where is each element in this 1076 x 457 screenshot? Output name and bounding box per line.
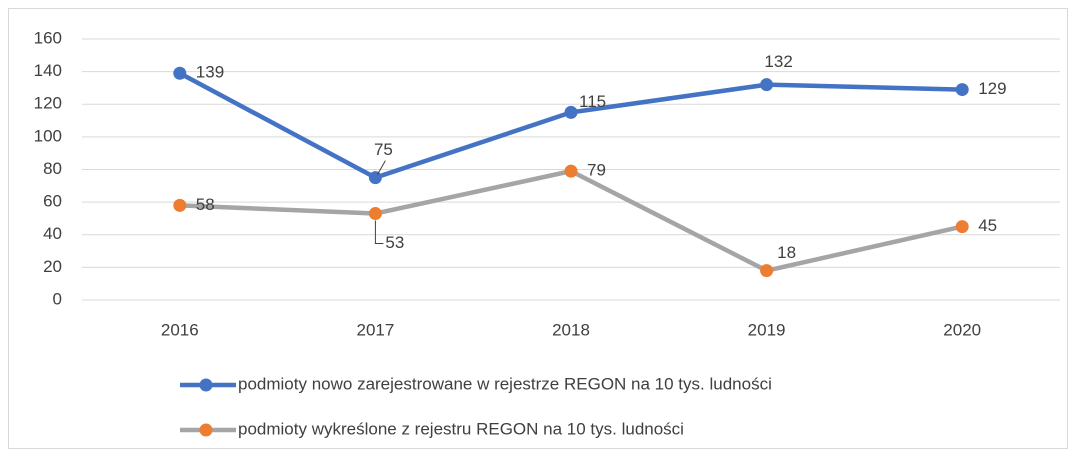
data-point [760, 264, 774, 278]
data-point [760, 78, 774, 92]
x-tick-label: 2017 [356, 320, 394, 339]
data-point [368, 171, 382, 185]
y-tick-label: 100 [34, 126, 62, 145]
leader-line [374, 220, 384, 245]
data-label: 139 [196, 63, 224, 82]
data-point [173, 66, 187, 80]
data-point [955, 83, 969, 97]
y-tick-label: 160 [34, 28, 62, 47]
data-point [564, 164, 578, 178]
data-label: 79 [587, 161, 606, 180]
x-tick-label: 2018 [552, 320, 590, 339]
y-tick-label: 60 [43, 192, 62, 211]
legend-marker [199, 378, 213, 392]
data-label: 132 [764, 52, 792, 71]
data-label: 115 [579, 92, 606, 111]
y-tick-label: 140 [34, 61, 62, 80]
y-tick-label: 0 [53, 289, 62, 308]
x-tick-label: 2016 [161, 320, 199, 339]
legend-label: podmioty nowo zarejestrowane w rejestrze… [238, 374, 772, 393]
x-tick-label: 2019 [748, 320, 786, 339]
data-point [368, 207, 382, 221]
y-tick-label: 80 [43, 159, 62, 178]
data-point [173, 198, 187, 212]
data-label: 53 [385, 233, 404, 252]
y-tick-label: 40 [43, 224, 62, 243]
data-label: 18 [777, 243, 796, 262]
legend-label: podmioty wykreślone z rejestru REGON na … [238, 419, 684, 438]
x-tick-label: 2020 [943, 320, 981, 339]
data-label: 75 [374, 140, 393, 159]
data-label: 58 [196, 195, 215, 214]
data-label: 45 [978, 216, 997, 235]
legend-marker [199, 423, 213, 437]
data-point [564, 105, 578, 119]
chart-border [8, 8, 1068, 449]
y-tick-label: 120 [34, 94, 62, 113]
y-tick-label: 20 [43, 257, 62, 276]
data-label: 129 [978, 79, 1006, 98]
data-point [955, 220, 969, 234]
leader-line [376, 160, 386, 175]
